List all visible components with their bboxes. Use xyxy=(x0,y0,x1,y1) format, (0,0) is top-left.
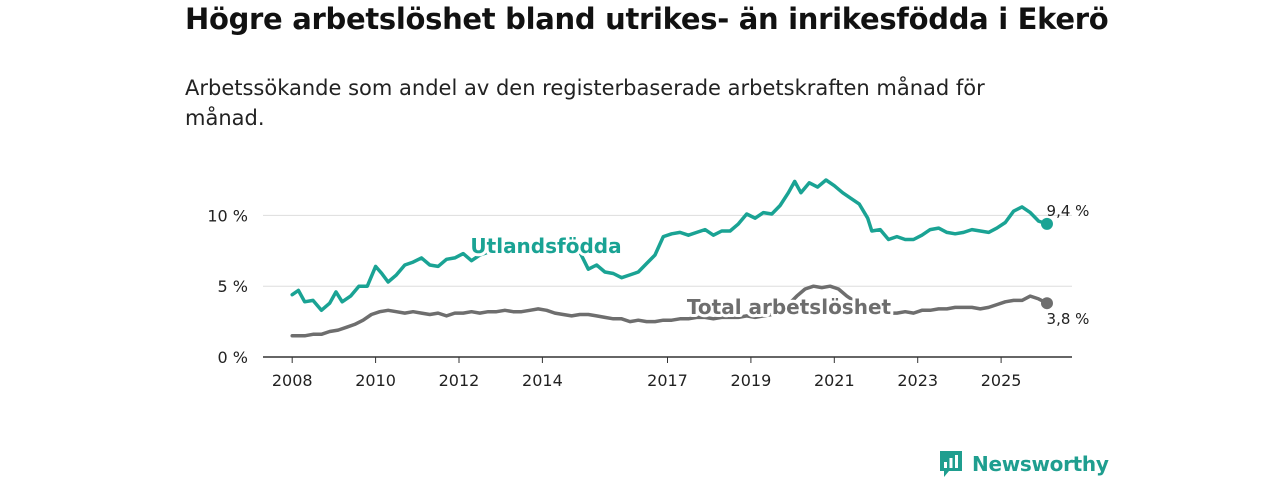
x-tick-label: 2010 xyxy=(355,371,396,390)
total-unemployment-end-label: 3,8 % xyxy=(1047,310,1090,328)
x-tick-label: 2025 xyxy=(981,371,1022,390)
x-tick-label: 2017 xyxy=(647,371,688,390)
y-tick-label: 5 % xyxy=(218,277,248,296)
foreign-born-series-label: Utlandsfödda xyxy=(470,234,621,258)
foreign-born-end-label: 9,4 % xyxy=(1047,202,1090,220)
total-unemployment-series-label: Total arbetslöshet xyxy=(687,295,892,319)
x-tick-label: 2008 xyxy=(272,371,313,390)
y-tick-label: 10 % xyxy=(207,206,248,225)
brand-logo: Newsworthy xyxy=(938,449,1109,479)
total-unemployment-end-dot xyxy=(1040,297,1053,310)
brand-name: Newsworthy xyxy=(972,452,1109,476)
x-tick-label: 2014 xyxy=(522,371,563,390)
foreign-born-end-dot xyxy=(1040,217,1053,230)
newsworthy-icon xyxy=(940,451,962,477)
y-tick-label: 0 % xyxy=(218,348,248,367)
x-tick-label: 2019 xyxy=(731,371,772,390)
x-tick-label: 2023 xyxy=(897,371,938,390)
x-tick-label: 2012 xyxy=(439,371,480,390)
total-unemployment-line xyxy=(290,284,1049,338)
x-tick-label: 2021 xyxy=(814,371,855,390)
chart-subtitle: Arbetssökande som andel av den registerb… xyxy=(185,76,985,130)
foreign-born-line xyxy=(290,178,1049,313)
chart-title: Högre arbetslöshet bland utrikes- än inr… xyxy=(185,2,1109,36)
